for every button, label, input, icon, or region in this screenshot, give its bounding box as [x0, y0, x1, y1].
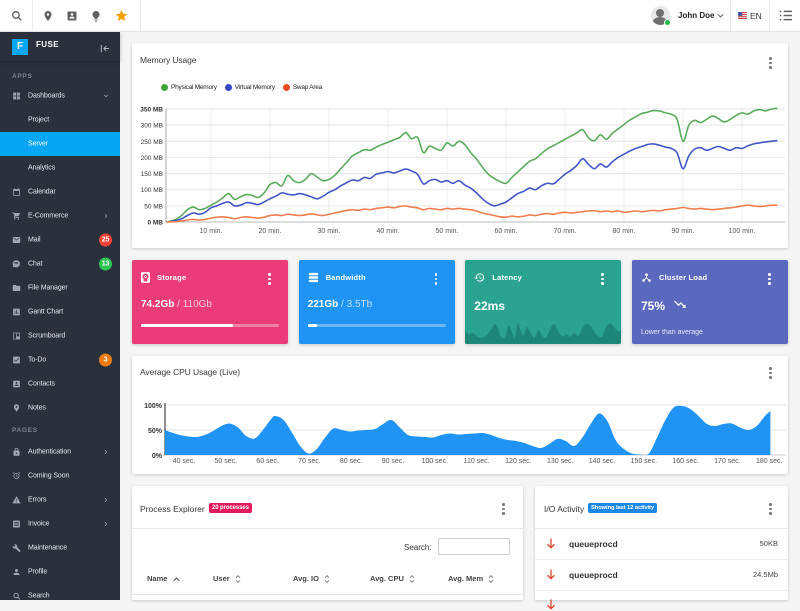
svg-text:90 sec.: 90 sec. — [382, 458, 405, 465]
svg-text:170 sec.: 170 sec. — [714, 458, 741, 465]
svg-text:20 min.: 20 min. — [259, 228, 282, 235]
svg-text:160 sec.: 160 sec. — [672, 458, 699, 465]
svg-text:40 sec.: 40 sec. — [173, 458, 196, 465]
svg-text:350 MB: 350 MB — [140, 107, 163, 114]
svg-text:60 min.: 60 min. — [495, 228, 518, 235]
svg-text:0%: 0% — [152, 453, 163, 460]
svg-text:150 MB: 150 MB — [141, 171, 163, 178]
svg-text:50 sec.: 50 sec. — [215, 458, 238, 465]
svg-text:70 sec.: 70 sec. — [298, 458, 321, 465]
svg-text:100%: 100% — [144, 403, 163, 410]
svg-text:90 min.: 90 min. — [672, 228, 695, 235]
svg-text:80 min.: 80 min. — [613, 228, 636, 235]
svg-text:200 MB: 200 MB — [141, 155, 163, 162]
svg-text:140 sec.: 140 sec. — [589, 458, 616, 465]
svg-text:180 sec.: 180 sec. — [756, 458, 783, 465]
svg-text:30 min.: 30 min. — [318, 228, 341, 235]
svg-text:120 sec.: 120 sec. — [505, 458, 532, 465]
svg-text:50%: 50% — [148, 428, 163, 435]
svg-text:100 sec.: 100 sec. — [422, 458, 449, 465]
svg-text:60 sec.: 60 sec. — [256, 458, 279, 465]
svg-text:100 min.: 100 min. — [729, 228, 756, 235]
svg-text:0 MB: 0 MB — [147, 220, 163, 227]
svg-text:10 min.: 10 min. — [200, 228, 223, 235]
svg-text:50 min.: 50 min. — [436, 228, 459, 235]
svg-text:300 MB: 300 MB — [141, 123, 163, 130]
svg-text:80 sec.: 80 sec. — [340, 458, 363, 465]
svg-text:130 sec.: 130 sec. — [547, 458, 574, 465]
svg-text:70 min.: 70 min. — [554, 228, 577, 235]
svg-text:150 sec.: 150 sec. — [631, 458, 658, 465]
svg-text:50 MB: 50 MB — [144, 203, 163, 210]
svg-text:250 MB: 250 MB — [141, 139, 163, 146]
svg-text:40 min.: 40 min. — [377, 228, 400, 235]
svg-text:100 MB: 100 MB — [141, 187, 163, 194]
svg-text:110 sec.: 110 sec. — [464, 458, 490, 465]
